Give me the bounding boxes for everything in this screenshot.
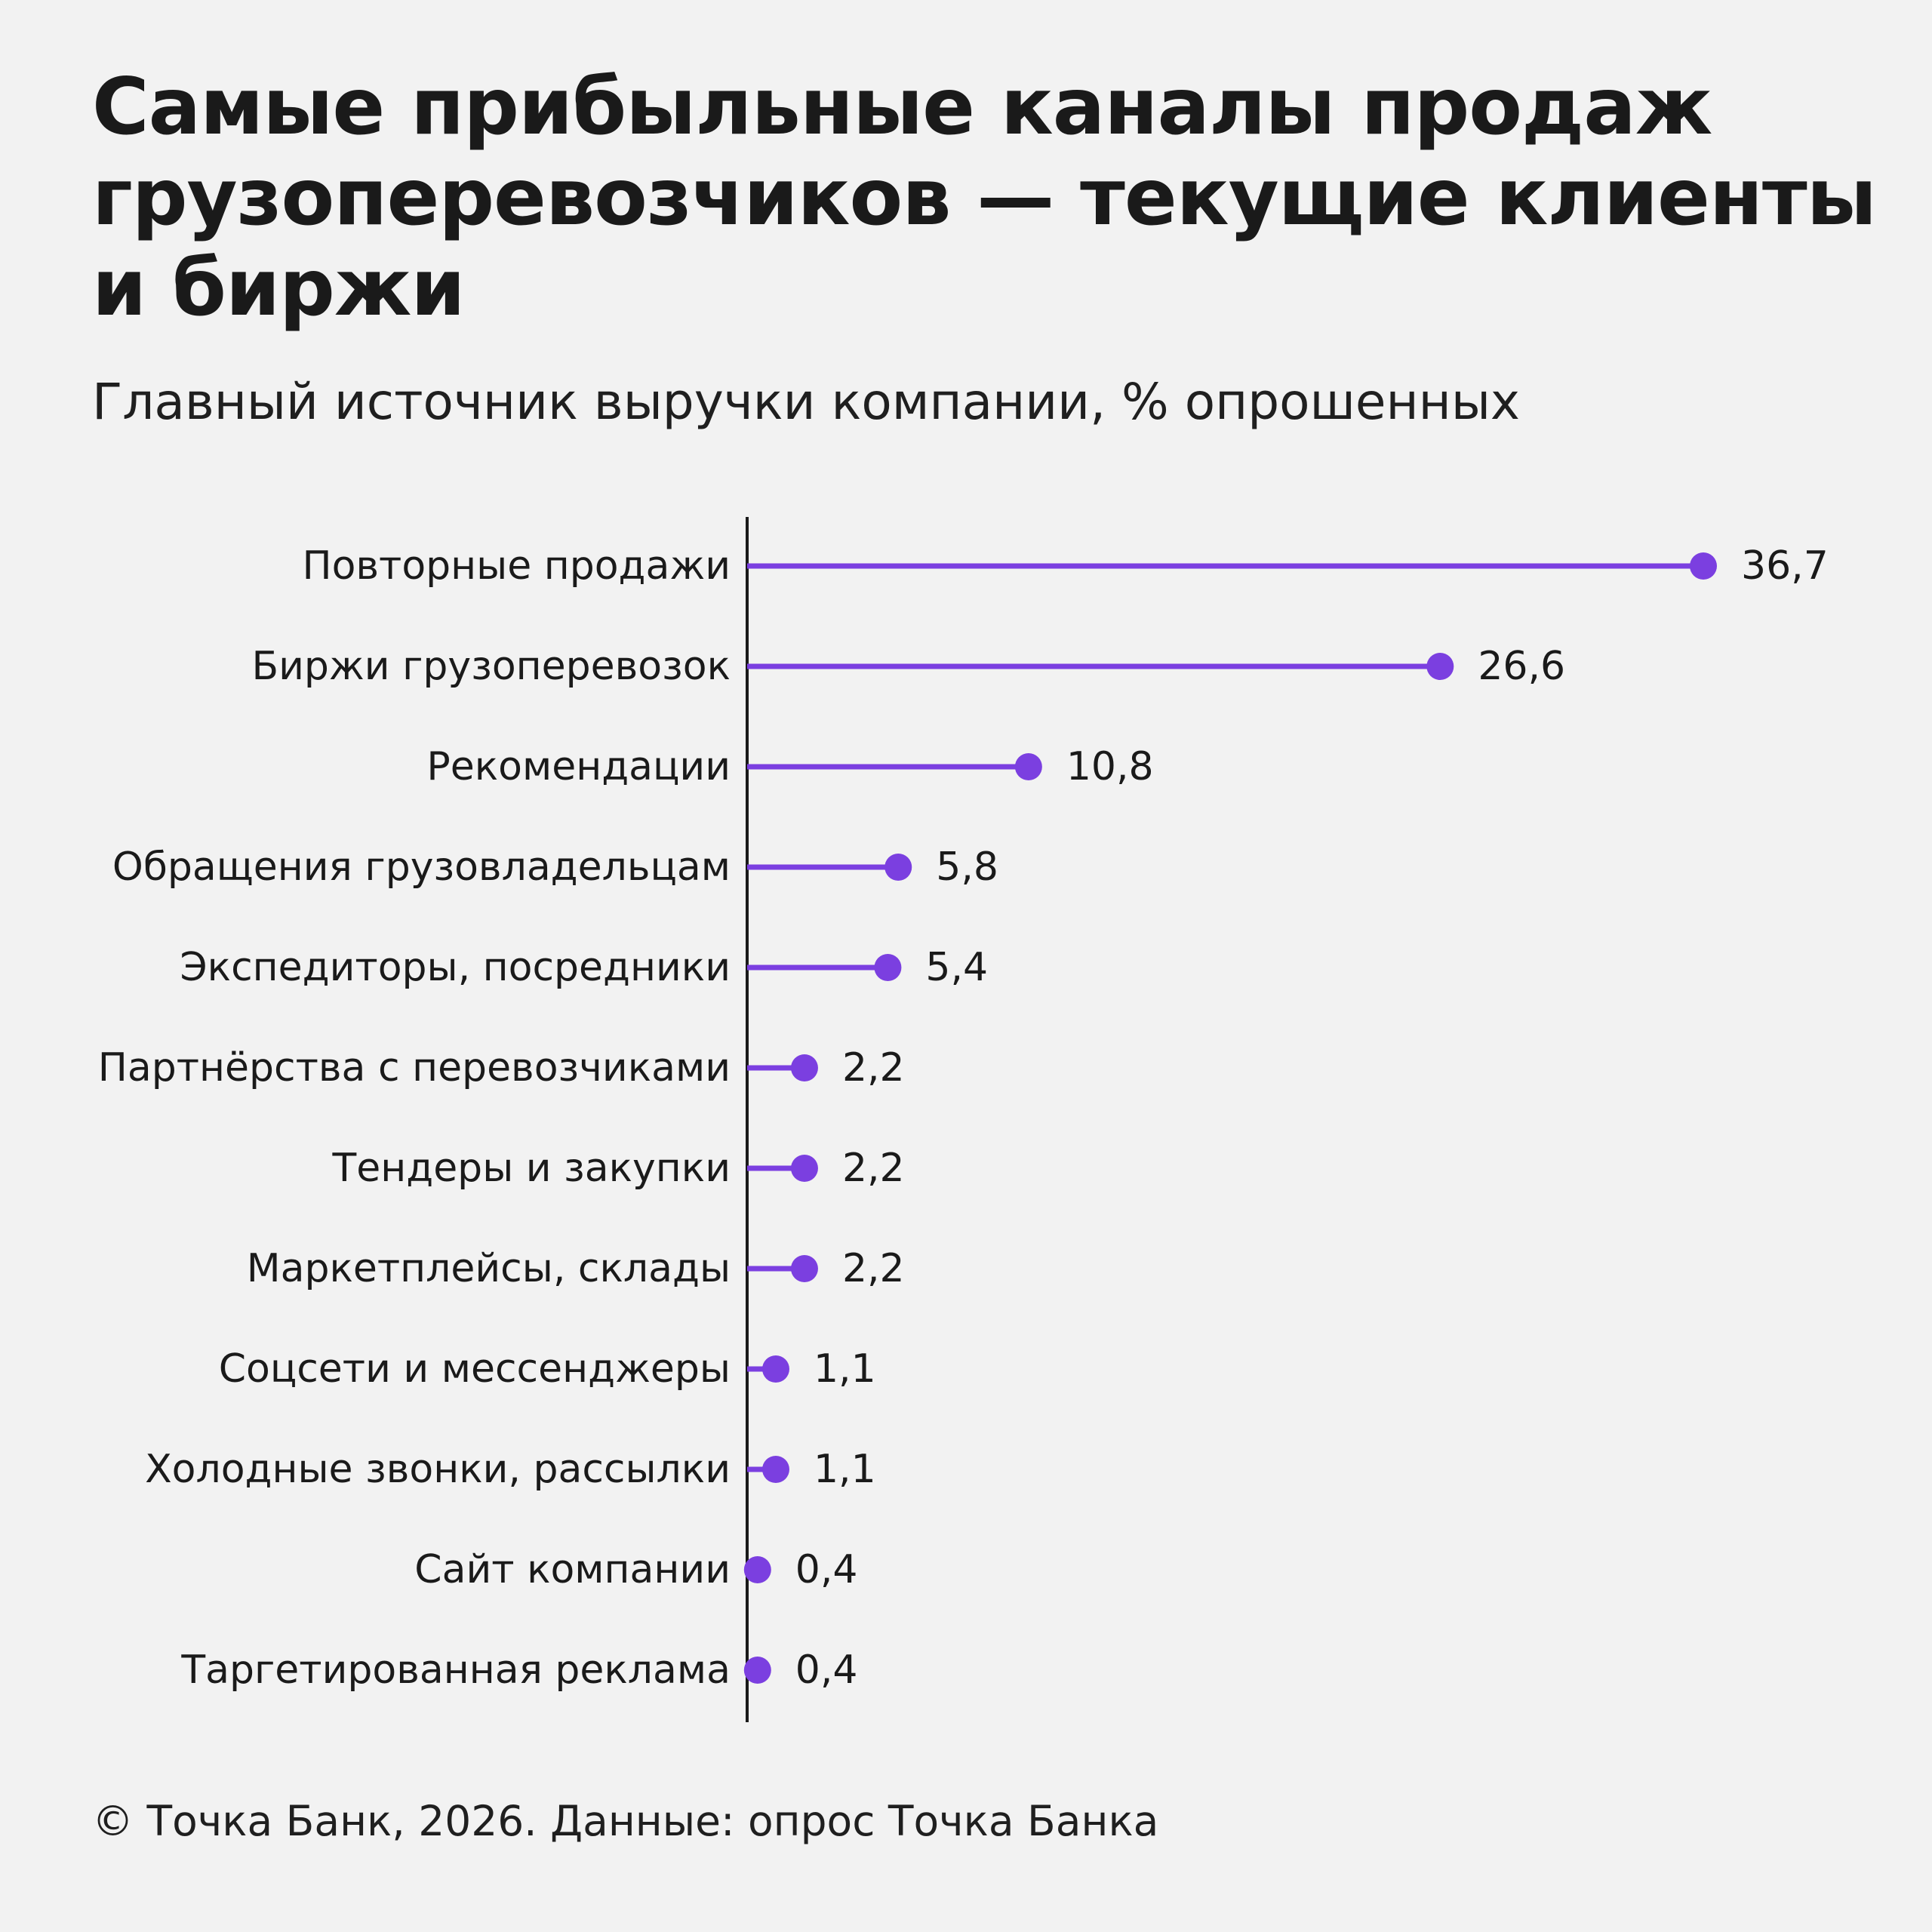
- lollipop-dot: [1426, 653, 1454, 680]
- category-label: Обращения грузовладельцам: [112, 844, 731, 890]
- value-label: 36,7: [1741, 543, 1829, 589]
- value-label: 1,1: [814, 1447, 876, 1492]
- lollipop-dot: [874, 954, 902, 981]
- value-label: 2,2: [842, 1045, 905, 1091]
- lollipop-dot: [761, 1456, 789, 1483]
- category-label: Сайт компании: [414, 1547, 731, 1592]
- category-label: Тендеры и закупки: [331, 1146, 731, 1191]
- lollipop-dot: [884, 854, 912, 881]
- value-label: 2,2: [842, 1146, 905, 1191]
- lollipop-dot: [761, 1355, 789, 1383]
- chart-title: Самые прибыльные каналы продаж грузопере…: [92, 62, 1877, 334]
- value-label: 0,4: [795, 1647, 858, 1693]
- category-label: Холодные звонки, рассылки: [145, 1447, 731, 1492]
- value-label: 0,4: [795, 1547, 858, 1592]
- category-label: Соцсети и мессенджеры: [219, 1346, 731, 1392]
- value-label: 5,4: [925, 945, 988, 990]
- chart-marks: Повторные продажи 36,7 Биржи грузоперевозо…: [98, 543, 1829, 1693]
- category-label: Партнёрства с перевозчиками: [98, 1045, 731, 1091]
- value-label: 1,1: [814, 1346, 876, 1392]
- category-label: Биржи грузоперевозок: [251, 644, 731, 689]
- lollipop-dot: [1690, 552, 1717, 580]
- lollipop-dot: [790, 1155, 818, 1182]
- footer-source: © Точка Банк, 2026. Данные: опрос Точка …: [92, 1797, 1159, 1845]
- chart-subtitle: Главный источник выручки компании, % опр…: [92, 373, 1520, 431]
- lollipop-dot: [743, 1556, 771, 1583]
- category-label: Рекомендации: [426, 744, 731, 789]
- value-label: 5,8: [936, 844, 998, 890]
- lollipop-dot: [790, 1054, 818, 1081]
- category-label: Повторные продажи: [302, 543, 731, 589]
- category-label: Маркетплейсы, склады: [247, 1246, 731, 1291]
- category-label: Таргетированная реклама: [180, 1647, 731, 1693]
- value-label: 26,6: [1478, 644, 1565, 689]
- value-label: 10,8: [1066, 744, 1154, 789]
- lollipop-dot: [1014, 753, 1042, 780]
- lollipop-dot: [790, 1255, 818, 1282]
- value-label: 2,2: [842, 1246, 905, 1291]
- category-label: Экспедиторы, посредники: [180, 945, 731, 990]
- lollipop-dot: [743, 1657, 771, 1684]
